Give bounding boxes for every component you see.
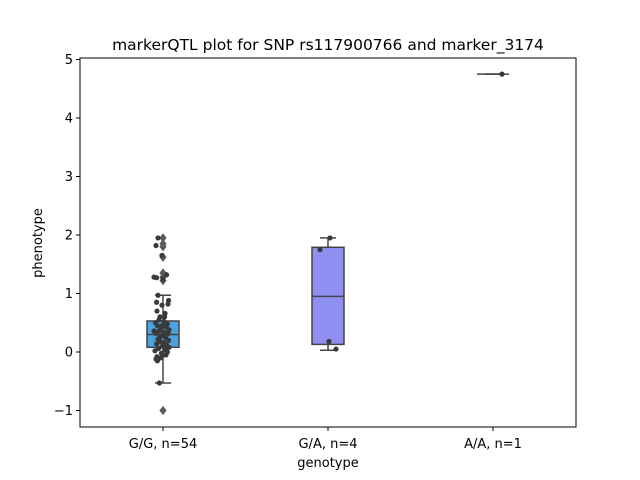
data-point <box>159 252 165 259</box>
chart-title: markerQTL plot for SNP rs117900766 and m… <box>112 36 544 55</box>
box-group <box>146 233 180 416</box>
box-group <box>311 235 345 352</box>
data-point <box>159 323 165 329</box>
data-point <box>159 302 165 308</box>
y-tick-label: 3 <box>65 170 73 185</box>
x-tick-label: G/G, n=54 <box>129 437 197 452</box>
data-point <box>317 247 323 253</box>
data-point <box>162 314 168 320</box>
outlier-marker <box>159 405 167 416</box>
data-point <box>327 235 333 241</box>
data-point <box>156 380 162 386</box>
data-point <box>152 348 158 354</box>
y-axis-label: phenotype <box>31 208 46 278</box>
data-point <box>166 344 172 350</box>
y-tick-label: 1 <box>65 287 73 302</box>
y-tick-label: 0 <box>65 346 73 361</box>
data-point <box>154 308 160 314</box>
data-point <box>499 71 505 77</box>
data-point <box>326 338 332 345</box>
data-point <box>154 323 160 329</box>
data-point <box>154 299 160 305</box>
data-point <box>163 352 169 358</box>
data-point <box>165 301 171 307</box>
data-point <box>160 276 166 282</box>
y-tick-label: 4 <box>65 112 73 127</box>
data-point <box>157 334 163 340</box>
x-tick-label: G/A, n=4 <box>298 437 357 452</box>
data-point <box>151 328 157 334</box>
y-tick-label: −1 <box>54 404 73 419</box>
data-point <box>155 292 161 298</box>
y-tick-label: 5 <box>65 53 73 68</box>
outlier-marker <box>159 242 167 252</box>
outlier-marker <box>159 233 167 243</box>
data-point <box>333 346 339 352</box>
data-point <box>151 274 157 280</box>
data-point <box>153 242 159 249</box>
data-point <box>166 337 172 343</box>
plot-area <box>146 71 509 416</box>
data-point <box>164 272 170 278</box>
x-tick-label: A/A, n=1 <box>464 437 522 452</box>
y-axis: −1 0 1 2 3 4 5 <box>54 53 80 419</box>
data-point <box>155 235 161 241</box>
data-point <box>156 317 162 323</box>
x-axis-label: genotype <box>297 456 358 471</box>
data-point <box>154 358 160 364</box>
y-tick-label: 2 <box>65 229 73 244</box>
box-group <box>477 71 509 77</box>
x-axis: G/G, n=54 G/A, n=4 A/A, n=1 <box>129 427 522 452</box>
data-point <box>165 330 171 336</box>
data-point <box>154 341 160 347</box>
